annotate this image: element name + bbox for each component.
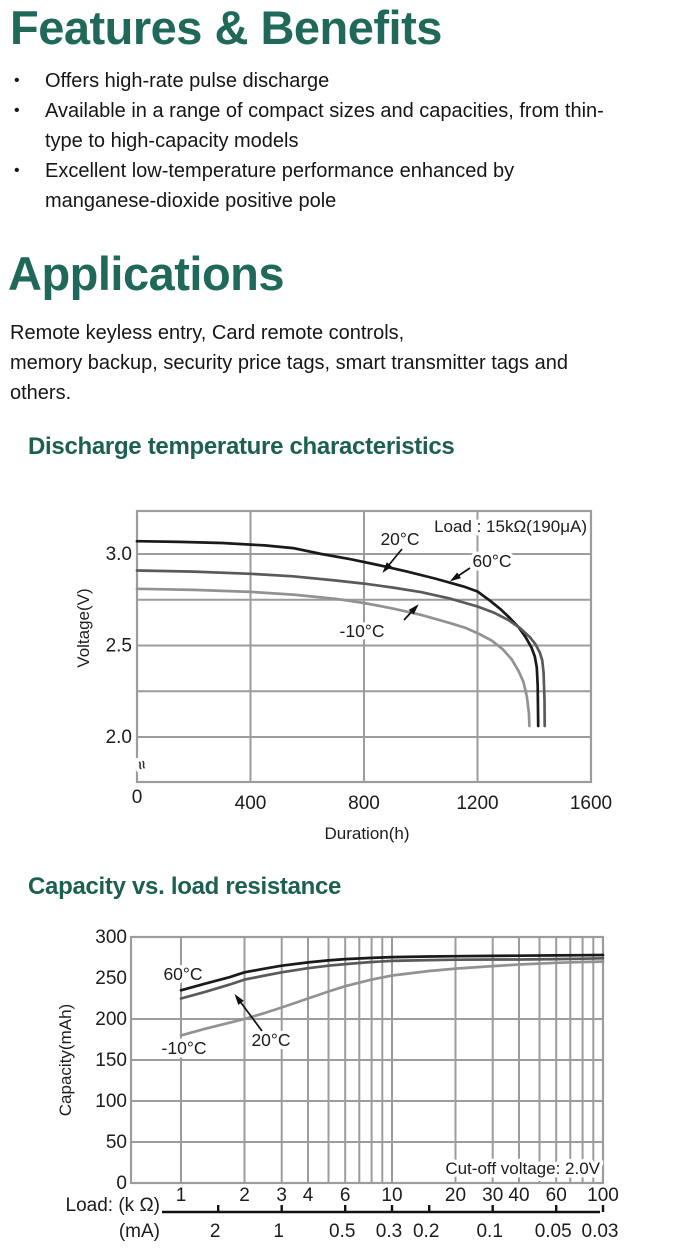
x-tick-label: 30 <box>482 1185 503 1206</box>
x-tick-label: 2 <box>239 1185 250 1206</box>
x-tick-label: 1 <box>176 1185 187 1206</box>
axis-break-symbol: ≈ <box>132 759 150 771</box>
curve-label: -10°C <box>340 621 385 641</box>
curve--10°C <box>135 587 531 728</box>
x-tick-label: 1600 <box>570 793 612 814</box>
y-tick-label: 250 <box>95 968 127 989</box>
y-tick-label: 200 <box>95 1009 127 1030</box>
bullet-text: Excellent low-temperature performance en… <box>45 160 515 212</box>
curve-60°C <box>135 539 540 728</box>
x-tick-label: 100 <box>587 1185 619 1206</box>
x-tick-label: 60 <box>546 1185 567 1206</box>
x-tick-label: 1200 <box>456 793 498 814</box>
annotation-arrowhead <box>234 994 244 1005</box>
y-tick-label: 150 <box>95 1050 127 1071</box>
curve-label: 60°C <box>163 964 202 984</box>
x-tick-label: 40 <box>508 1185 529 1206</box>
ma-tick-label: 1 <box>273 1221 284 1242</box>
ma-tick-label: 0.03 <box>582 1221 619 1242</box>
curve-label: Cut-off voltage: 2.0V <box>445 1159 600 1178</box>
x-tick-label: 20 <box>445 1185 466 1206</box>
capacity-chart-heading: Capacity vs. load resistance <box>28 873 342 900</box>
bullet-item: • Excellent low-temperature performance … <box>14 156 669 216</box>
bullet-icon: • <box>14 72 20 89</box>
curve--10°C <box>179 960 605 1037</box>
y-tick-label: 100 <box>95 1091 127 1112</box>
applications-heading: Applications <box>8 247 285 300</box>
applications-text: Remote keyless entry, Card remote contro… <box>10 322 568 404</box>
y-tick-label: 50 <box>106 1132 127 1153</box>
y-tick-label: 300 <box>95 927 127 948</box>
curve-label: 20°C <box>251 1030 290 1050</box>
curve-20°C <box>135 569 547 728</box>
x-tick-label: 10 <box>381 1185 402 1206</box>
x-axis-title: Load: (k Ω) <box>66 1195 160 1216</box>
ma-tick-label: 0.2 <box>413 1221 439 1242</box>
x-tick-label: 0 <box>132 787 143 808</box>
discharge-temperature-chart: 20°C 60°C -10°C Load : 15kΩ(190μA) 3.0 2.5 2.0… <box>74 509 612 843</box>
features-bullet-list: • Offers high-rate pulse discharge • Ava… <box>14 66 669 216</box>
bullet-text: Available in a range of compact sizes an… <box>45 100 604 152</box>
y-tick-label: 0 <box>116 1173 127 1194</box>
bullet-icon: • <box>14 102 20 119</box>
bullet-item: • Available in a range of compact sizes … <box>14 96 669 156</box>
curve-label: -10°C <box>162 1038 207 1058</box>
discharge-chart-heading: Discharge temperature characteristics <box>28 433 455 460</box>
x-tick-label: 6 <box>340 1185 351 1206</box>
x-tick-label: 400 <box>235 793 267 814</box>
y-tick-label: 2.0 <box>106 727 132 748</box>
ma-axis-title: (mA) <box>119 1221 160 1242</box>
curve-label: 20°C <box>380 529 419 549</box>
bullet-text: Offers high-rate pulse discharge <box>45 70 330 92</box>
y-tick-label: 3.0 <box>106 544 132 565</box>
annotation-arrowhead <box>408 604 419 615</box>
plot-border <box>129 935 605 1185</box>
x-tick-label: 4 <box>303 1185 314 1206</box>
ma-tick-label: 2 <box>210 1221 221 1242</box>
x-tick-label: 800 <box>348 793 380 814</box>
annotation-arrowhead <box>382 562 392 573</box>
curve-label: 60°C <box>472 551 511 571</box>
curve-label: Load : 15kΩ(190μA) <box>434 517 587 536</box>
bullet-icon: • <box>14 162 20 179</box>
y-axis-title: Capacity(mAh) <box>56 1004 75 1116</box>
ma-tick-label: 0.3 <box>376 1221 402 1242</box>
curve-20°C <box>179 956 605 1000</box>
y-axis-title: Voltage(V) <box>74 588 93 667</box>
ma-tick-label: 0.1 <box>476 1221 502 1242</box>
bullet-item: • Offers high-rate pulse discharge <box>14 66 669 96</box>
ma-tick-label: 0.5 <box>329 1221 355 1242</box>
x-tick-label: 3 <box>276 1185 287 1206</box>
features-benefits-heading: Features & Benefits <box>10 1 442 54</box>
x-axis-title: Duration(h) <box>324 824 409 843</box>
ma-tick-label: 0.05 <box>535 1221 572 1242</box>
plot-border <box>135 509 593 784</box>
y-tick-label: 2.5 <box>106 636 132 657</box>
curve-60°C <box>179 953 605 992</box>
annotation-arrowhead <box>449 572 461 582</box>
